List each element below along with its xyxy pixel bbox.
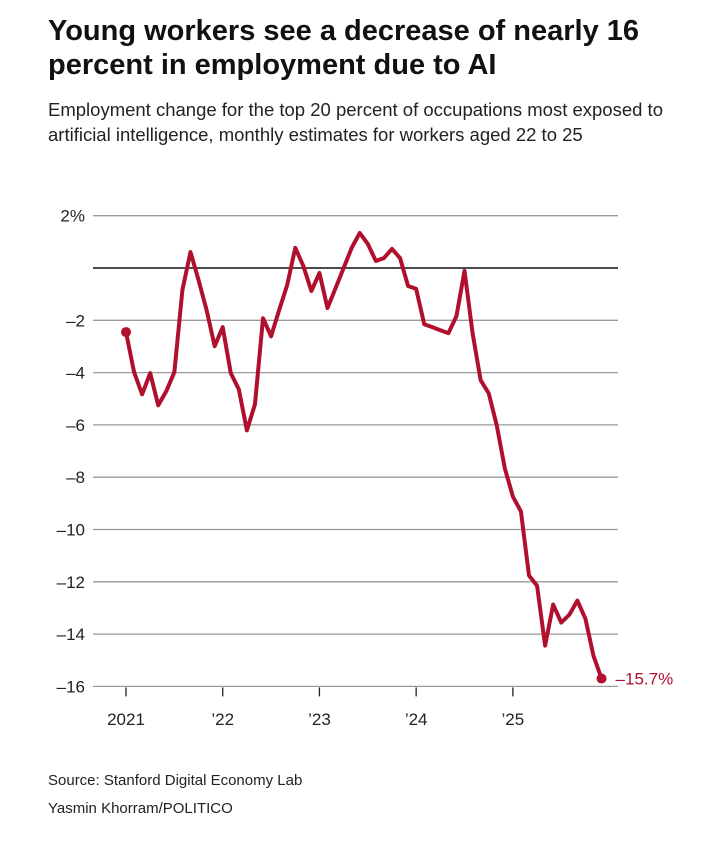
y-tick-label: –2: [66, 311, 85, 330]
chart-subtitle: Employment change for the top 20 percent…: [48, 99, 663, 145]
y-tick-label: –10: [57, 521, 85, 540]
x-tick-label: ’23: [308, 710, 331, 729]
y-tick-label: –6: [66, 416, 85, 435]
y-tick-label: –8: [66, 468, 85, 487]
credit-note: Yasmin Khorram/POLITICO: [48, 800, 233, 817]
x-tick-label: ’25: [502, 710, 525, 729]
source-note: Source: Stanford Digital Economy Lab: [48, 772, 303, 789]
y-tick-label: –4: [66, 364, 85, 383]
start-point: [121, 327, 131, 338]
end-point: [596, 673, 607, 684]
x-tick-label: 2021: [107, 710, 145, 729]
y-tick-label: –14: [57, 625, 85, 644]
end-value-label: –15.7%: [616, 670, 674, 689]
chart-title: Young workers see a decrease of nearly 1…: [48, 15, 640, 81]
y-tick-label: 2%: [60, 207, 85, 226]
y-tick-label: –16: [57, 677, 85, 696]
x-tick-label: ’22: [211, 710, 234, 729]
data-line: [124, 230, 604, 681]
x-tick-label: ’24: [405, 710, 428, 729]
y-tick-label: –12: [57, 573, 85, 592]
